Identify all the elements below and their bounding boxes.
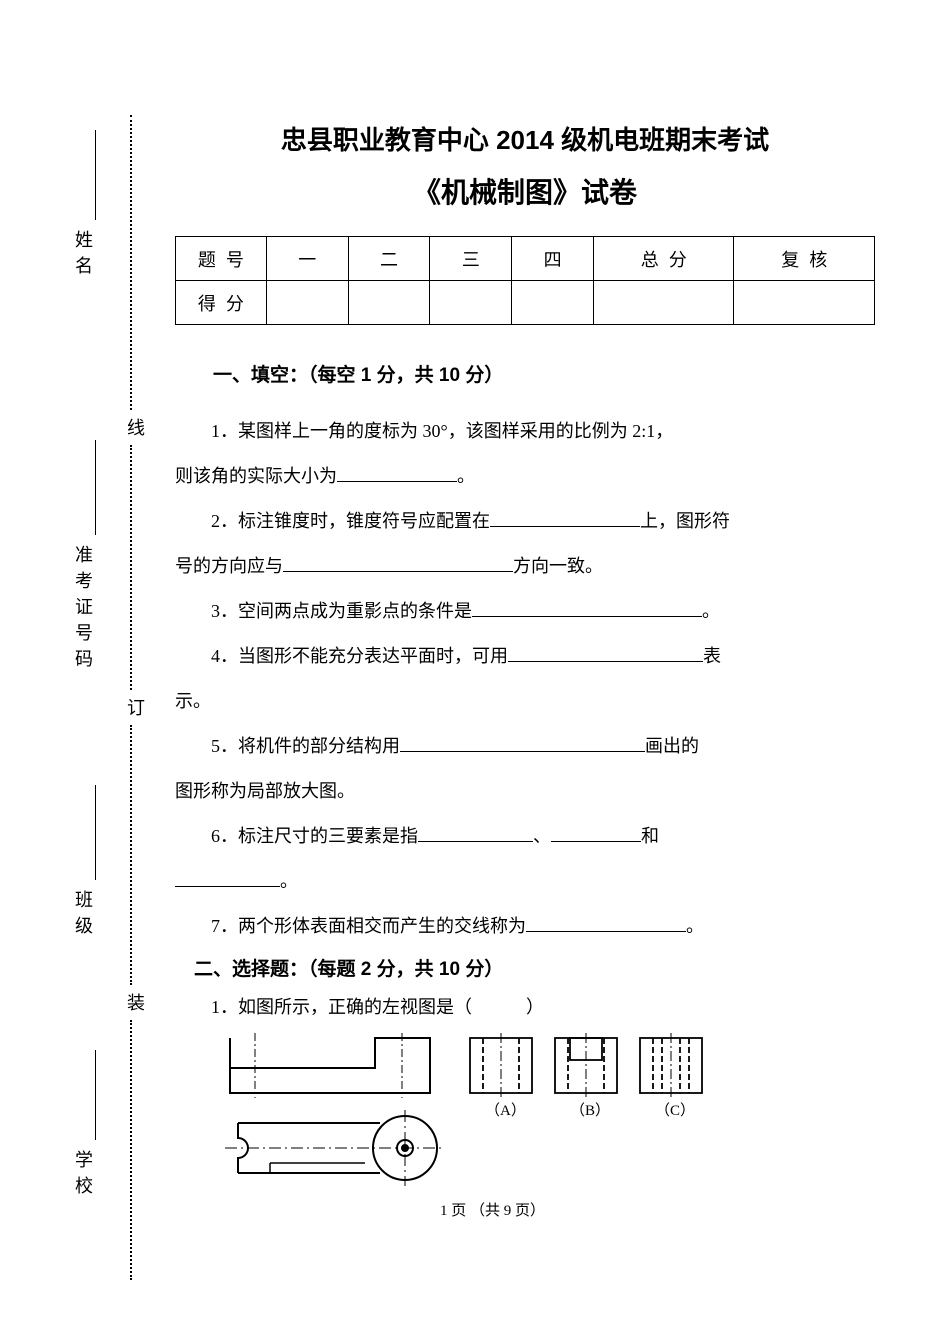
label-school: 学校 xyxy=(70,1150,96,1202)
exam-title: 忠县职业教育中心 2014 级机电班期末考试 xyxy=(175,120,875,157)
q6-line2: 。 xyxy=(175,859,875,904)
q5-pre: 5．将机件的部分结构用 xyxy=(211,736,400,756)
q2-line2: 号的方向应与 方向一致。 xyxy=(175,544,875,589)
blank-school xyxy=(95,1050,96,1140)
label-a: （A） xyxy=(485,1102,526,1119)
blank-name xyxy=(95,130,96,220)
dotted-line xyxy=(130,115,132,410)
q2-line1: 2．标注锥度时，锥度符号应配置在 上，图形符 xyxy=(175,499,875,544)
section-2-title: 二、选择题：（每题 2 分，共 10 分） xyxy=(175,954,875,981)
q2a-post: 上，图形符 xyxy=(640,511,730,531)
blank xyxy=(418,824,533,842)
blank-idnum xyxy=(95,440,96,535)
q5-line1: 5．将机件的部分结构用 画出的 xyxy=(175,724,875,769)
score-cell xyxy=(348,281,430,325)
q5-post: 画出的 xyxy=(645,736,699,756)
q4-post: 表 xyxy=(703,646,721,666)
binding-column: 姓名 准考证号码 班级 学校 线 订 装 xyxy=(35,85,135,1285)
q7-pre: 7．两个形体表面相交而产生的交线称为 xyxy=(211,916,526,936)
q4-pre: 4．当图形不能充分表达平面时，可用 xyxy=(211,646,508,666)
blank xyxy=(400,734,645,752)
score-table: 题号 一 二 三 四 总分 复核 得分 xyxy=(175,236,875,325)
blank xyxy=(526,914,686,932)
blank xyxy=(508,644,703,662)
dotted-line xyxy=(130,445,132,690)
figure-q1: （A） （B） （C） xyxy=(220,1033,875,1193)
th-col: 二 xyxy=(348,237,430,281)
q4-line2: 示。 xyxy=(175,679,875,724)
q3-post: 。 xyxy=(702,601,720,621)
q6-post: 。 xyxy=(280,871,298,891)
q5-line2: 图形称为局部放大图。 xyxy=(175,769,875,814)
score-cell xyxy=(266,281,348,325)
table-row: 题号 一 二 三 四 总分 复核 xyxy=(176,237,875,281)
q1b-pre: 则该角的实际大小为 xyxy=(175,466,337,486)
q1-line2: 则该角的实际大小为 。 xyxy=(175,454,875,499)
th-col: 一 xyxy=(266,237,348,281)
q6-and: 和 xyxy=(641,826,659,846)
q2b-pre: 号的方向应与 xyxy=(175,556,283,576)
figure-svg: （A） （B） （C） xyxy=(220,1033,780,1188)
score-cell xyxy=(593,281,734,325)
blank xyxy=(490,509,640,527)
q6-pre: 6．标注尺寸的三要素是指 xyxy=(211,826,418,846)
q3-pre: 3．空间两点成为重影点的条件是 xyxy=(211,601,472,621)
blank xyxy=(551,824,641,842)
score-cell xyxy=(430,281,512,325)
th-col: 三 xyxy=(430,237,512,281)
label-b: （B） xyxy=(570,1102,610,1119)
blank-class xyxy=(95,785,96,880)
q7: 7．两个形体表面相交而产生的交线称为 。 xyxy=(175,904,875,949)
binding-char-zhuang: 装 xyxy=(122,993,148,1011)
pager: 1 页 （共 9 页） xyxy=(440,1199,545,1220)
label-name: 姓名 xyxy=(70,230,96,282)
s2-q1: 1．如图所示，正确的左视图是（ ） xyxy=(175,991,875,1023)
label-idnum: 准考证号码 xyxy=(70,545,96,675)
q1-line1: 1．某图样上一角的度标为 30°，该图样采用的比例为 2:1， xyxy=(175,409,875,454)
q6-mid: 、 xyxy=(533,826,551,846)
score-cell xyxy=(734,281,875,325)
section-1-title: 一、填空：（每空 1 分，共 10 分） xyxy=(175,360,875,387)
score-label: 得分 xyxy=(176,281,267,325)
exam-subtitle: 《机械制图》试卷 xyxy=(175,171,875,211)
dotted-line xyxy=(130,725,132,985)
blank xyxy=(283,554,513,572)
score-cell xyxy=(512,281,594,325)
q4-line1: 4．当图形不能充分表达平面时，可用 表 xyxy=(175,634,875,679)
q7-post: 。 xyxy=(686,916,704,936)
q6-line1: 6．标注尺寸的三要素是指 、 和 xyxy=(175,814,875,859)
th-col: 四 xyxy=(512,237,594,281)
th-label: 题号 xyxy=(176,237,267,281)
label-class: 班级 xyxy=(70,890,96,942)
blank xyxy=(175,869,280,887)
q2b-post: 方向一致。 xyxy=(513,556,603,576)
q2a-pre: 2．标注锥度时，锥度符号应配置在 xyxy=(211,511,490,531)
label-c: （C） xyxy=(655,1102,695,1119)
q3: 3．空间两点成为重影点的条件是 。 xyxy=(175,589,875,634)
binding-char-ding: 订 xyxy=(122,698,148,716)
dotted-line xyxy=(130,1020,132,1280)
th-col: 总分 xyxy=(593,237,734,281)
table-row: 得分 xyxy=(176,281,875,325)
th-col: 复核 xyxy=(734,237,875,281)
content-area: 忠县职业教育中心 2014 级机电班期末考试 《机械制图》试卷 题号 一 二 三… xyxy=(175,0,945,1193)
q1b-post: 。 xyxy=(457,466,475,486)
binding-char-xian: 线 xyxy=(122,418,148,436)
blank xyxy=(472,599,702,617)
blank xyxy=(337,464,457,482)
